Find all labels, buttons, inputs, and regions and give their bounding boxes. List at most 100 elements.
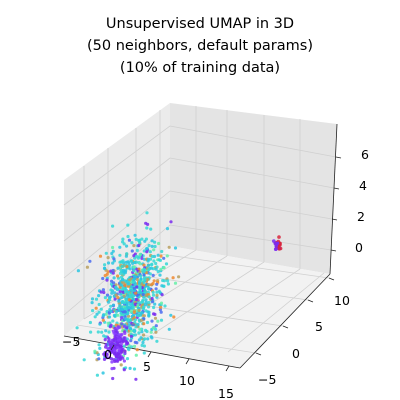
- scatter-point: [128, 267, 132, 271]
- scatter-point: [120, 296, 124, 300]
- scatter-point: [100, 330, 104, 334]
- scatter-point: [157, 241, 161, 246]
- scatter-point: [124, 317, 128, 321]
- scatter-point: [140, 256, 144, 260]
- scatter-point: [125, 303, 129, 307]
- scatter-point: [122, 336, 126, 340]
- scatter-point: [144, 293, 148, 297]
- scatter-point: [132, 274, 137, 278]
- scatter-point: [147, 267, 151, 272]
- scatter-point: [95, 312, 99, 316]
- scatter-point: [144, 298, 148, 302]
- scatter-point: [142, 249, 146, 253]
- scatter-point: [135, 248, 139, 252]
- scatter-point: [147, 263, 151, 267]
- y-tick-mark-3: [307, 299, 314, 303]
- grid-floor-x-5: [227, 272, 325, 353]
- scatter-point: [129, 327, 133, 331]
- scatter-point: [109, 304, 113, 308]
- scatter-point: [147, 295, 151, 299]
- scatter-point: [109, 288, 113, 292]
- scatter-point: [144, 237, 148, 241]
- scatter-point: [129, 309, 133, 313]
- scatter-point: [111, 329, 115, 333]
- scatter-point: [120, 264, 124, 269]
- scatter-point: [99, 307, 103, 311]
- scatter-point: [143, 337, 147, 341]
- scatter-point: [167, 327, 171, 331]
- scatter-point: [125, 326, 129, 330]
- scatter-point: [136, 303, 140, 307]
- scatter-point: [133, 260, 137, 265]
- scatter-point: [153, 244, 157, 249]
- scatter-point: [116, 342, 120, 346]
- scatter-point: [107, 330, 111, 334]
- scatter-point: [153, 302, 157, 306]
- scatter-point: [140, 237, 144, 241]
- pane-right-wall: [170, 103, 337, 274]
- y-tick-mark-1: [255, 352, 262, 356]
- scatter-point: [146, 257, 150, 261]
- scatter-point: [97, 310, 101, 314]
- scatter-point: [139, 311, 143, 315]
- scatter-point: [156, 269, 160, 274]
- scatter-point: [152, 312, 156, 316]
- scatter-point: [118, 354, 122, 358]
- scatter-point: [93, 315, 97, 319]
- scatter-point: [124, 342, 129, 346]
- scatter-point: [122, 368, 126, 372]
- scatter-point: [105, 278, 109, 282]
- z-tick-label-3: 4: [359, 178, 367, 193]
- scatter-point: [104, 312, 108, 316]
- scatter-point: [120, 316, 124, 320]
- scatter-point: [138, 327, 142, 331]
- scatter-point: [130, 241, 134, 245]
- y-tick-label-1: −5: [258, 372, 276, 387]
- scatter-point: [103, 338, 107, 342]
- scatter-point: [122, 324, 126, 328]
- scatter-point: [124, 269, 128, 273]
- scatter-point: [141, 307, 146, 311]
- scatter-point: [109, 309, 113, 313]
- scatter-point: [137, 308, 141, 312]
- scatter-point: [131, 281, 135, 285]
- scatter-point: [155, 290, 159, 294]
- scatter-point: [103, 274, 107, 278]
- scatter-point: [116, 295, 120, 300]
- x-tick-mark-2: [110, 344, 115, 351]
- scatter-point: [123, 283, 127, 288]
- scatter-point: [165, 227, 170, 231]
- scatter-point: [163, 304, 167, 308]
- scatter-point: [124, 290, 128, 294]
- scatter-point: [129, 329, 133, 333]
- scatter-point: [153, 240, 157, 244]
- scatter-point: [126, 260, 130, 264]
- x-tick-label-3: 5: [143, 359, 151, 374]
- scatter-point: [129, 288, 133, 292]
- scatter-point: [127, 263, 132, 267]
- scatter-point: [160, 249, 164, 254]
- scatter-point: [122, 359, 126, 363]
- x-tick-label-4: 10: [179, 373, 195, 388]
- scatter-point: [138, 290, 143, 294]
- x-tick-label-2: 0: [104, 347, 112, 362]
- scatter-point: [146, 277, 150, 281]
- scatter-point: [152, 248, 156, 252]
- x-tick-label-1: −5: [62, 334, 80, 349]
- scatter-point: [149, 266, 153, 270]
- scatter-point: [274, 247, 278, 251]
- scatter-point: [119, 260, 123, 264]
- title-line-3: (10% of training data): [120, 60, 280, 76]
- grid-floor-x-4: [190, 268, 301, 344]
- scatter-point: [173, 281, 178, 285]
- scatter-point: [128, 318, 132, 322]
- scatter-point: [135, 277, 139, 282]
- scatter-point: [129, 339, 133, 343]
- scatter-point: [106, 256, 110, 260]
- scatter-point: [132, 269, 136, 273]
- scatter-point: [90, 297, 95, 301]
- scatter-point: [154, 261, 158, 266]
- scatter-point: [112, 343, 116, 347]
- scatter-point: [132, 329, 136, 333]
